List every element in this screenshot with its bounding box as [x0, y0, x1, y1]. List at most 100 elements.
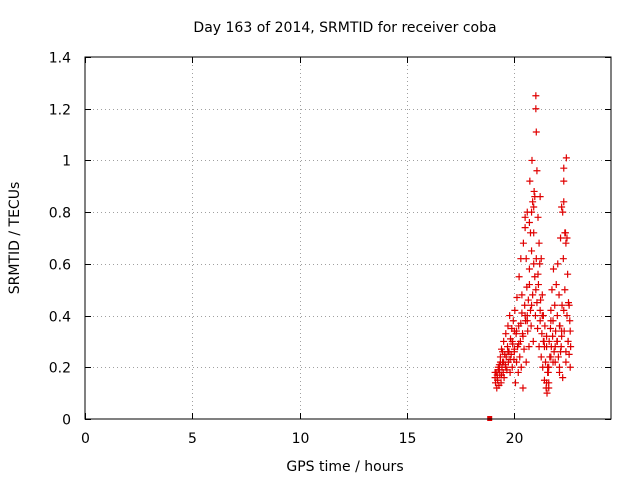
data-point	[513, 293, 521, 301]
data-point	[502, 330, 510, 338]
data-point	[537, 353, 545, 361]
data-point	[536, 260, 544, 268]
data-point	[562, 239, 570, 247]
data-point	[560, 198, 568, 206]
y-tick-label: 1.4	[49, 51, 71, 67]
data-point	[525, 281, 533, 289]
data-point	[557, 234, 565, 242]
data-point	[522, 255, 530, 263]
data-point	[555, 322, 563, 330]
data-point	[518, 291, 526, 299]
data-point	[522, 358, 530, 366]
data-point	[521, 301, 529, 309]
data-point	[549, 332, 557, 340]
data-point	[549, 265, 557, 273]
data-point	[547, 317, 555, 325]
data-point	[530, 260, 538, 268]
data-point	[511, 306, 519, 314]
data-point	[508, 363, 516, 371]
data-point	[515, 340, 523, 348]
data-point	[528, 301, 536, 309]
data-point	[536, 306, 544, 314]
data-point	[547, 306, 555, 314]
data-point	[531, 312, 539, 320]
chart-title: Day 163 of 2014, SRMTID for receiver cob…	[193, 20, 496, 36]
data-point	[557, 343, 565, 351]
data-point	[519, 332, 527, 340]
data-point	[543, 379, 551, 387]
grid-lines	[85, 57, 611, 419]
data-point	[548, 286, 556, 294]
data-point	[534, 325, 542, 332]
data-point	[562, 154, 570, 162]
data-point	[515, 273, 523, 281]
data-point	[494, 363, 502, 371]
y-tick-label: 0.4	[49, 310, 71, 326]
y-tick-label: 0	[62, 413, 71, 429]
data-point	[491, 368, 499, 376]
y-axis-label: SRMTID / TECUs	[7, 182, 23, 295]
data-point	[558, 203, 566, 211]
data-point	[545, 384, 553, 392]
data-point	[540, 343, 548, 351]
x-axis-label: GPS time / hours	[286, 459, 403, 475]
data-point	[533, 167, 541, 175]
data-point	[524, 327, 532, 335]
data-point	[493, 374, 501, 382]
data-point	[530, 203, 538, 211]
data-point	[504, 322, 512, 330]
data-point	[532, 92, 540, 100]
data-point	[565, 301, 573, 309]
data-point	[502, 353, 510, 361]
data-point	[550, 348, 558, 356]
data-point	[528, 208, 536, 216]
data-point	[519, 239, 527, 247]
x-tick-label: 0	[81, 431, 90, 447]
data-point	[524, 296, 532, 304]
data-point	[560, 306, 568, 314]
data-point	[525, 343, 533, 351]
data-point	[521, 224, 529, 232]
plot-frame	[84, 56, 612, 420]
data-point	[538, 330, 546, 338]
data-point	[532, 128, 540, 136]
data-point	[498, 371, 506, 379]
data-point	[546, 325, 554, 332]
data-point	[545, 363, 553, 371]
y-tick-label: 1	[62, 154, 71, 170]
data-point	[529, 337, 537, 345]
x-tick-label: 10	[292, 431, 310, 447]
y-tick-label: 0.6	[49, 258, 71, 274]
data-point	[555, 363, 563, 371]
data-point	[529, 198, 537, 206]
data-point	[509, 317, 517, 325]
data-point	[551, 301, 559, 309]
data-point	[549, 358, 557, 366]
y-tick-label: 0.8	[49, 206, 71, 222]
data-point	[532, 286, 540, 294]
data-point	[511, 379, 519, 387]
data-point	[532, 105, 540, 113]
x-tick-label: 15	[399, 431, 417, 447]
data-point	[516, 353, 524, 361]
data-point	[566, 327, 574, 335]
data-point	[510, 348, 518, 356]
data-point	[539, 337, 547, 345]
data-point	[510, 327, 518, 335]
data-point	[552, 327, 560, 335]
data-point	[541, 322, 549, 330]
data-point	[561, 229, 569, 237]
data-point	[538, 291, 546, 299]
data-point	[559, 255, 567, 263]
data-point	[526, 306, 534, 314]
data-point	[558, 301, 566, 309]
data-point	[525, 218, 533, 226]
data-points	[487, 92, 575, 421]
data-point	[533, 299, 541, 307]
data-point	[554, 260, 562, 268]
data-point	[552, 281, 560, 289]
data-point	[536, 193, 544, 201]
data-point	[564, 270, 572, 278]
data-point	[566, 363, 574, 371]
data-point	[508, 337, 516, 345]
